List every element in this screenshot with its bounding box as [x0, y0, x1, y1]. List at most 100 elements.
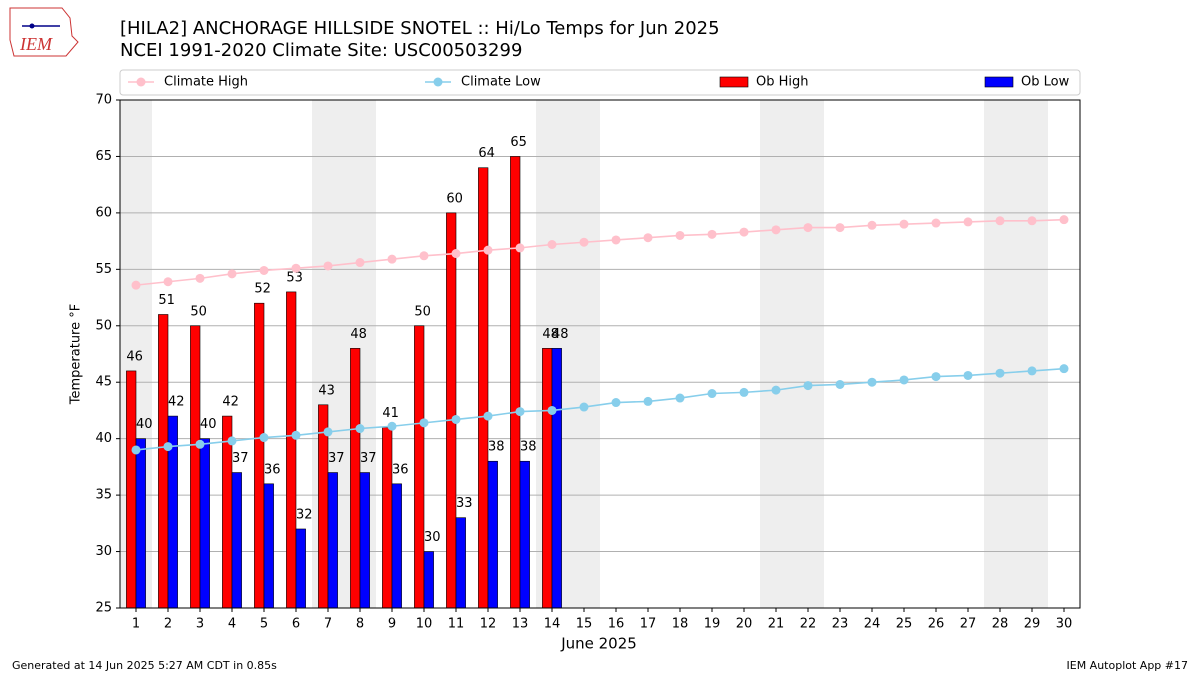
- bar: [263, 483, 274, 609]
- footer-right: IEM Autoplot App #17: [1067, 659, 1189, 672]
- line-point: [899, 375, 909, 385]
- bar-value-label: 48: [552, 327, 569, 342]
- bar: [254, 302, 265, 609]
- line-point: [323, 427, 333, 437]
- line-point: [259, 265, 269, 275]
- y-axis-label: Temperature °F: [69, 304, 84, 405]
- legend-box: [119, 69, 1081, 96]
- bar: [382, 427, 393, 609]
- y-tick-label: 45: [95, 375, 112, 390]
- line-point: [643, 396, 653, 406]
- bar: [391, 483, 402, 609]
- bar: [126, 370, 137, 609]
- legend-swatch: [136, 77, 146, 87]
- line-point: [867, 377, 877, 387]
- bar: [327, 472, 338, 609]
- bar: [295, 528, 306, 609]
- x-tick-label: 16: [608, 617, 625, 632]
- line-point: [259, 433, 269, 443]
- legend-label: Climate High: [164, 75, 248, 90]
- y-tick-label: 65: [95, 149, 112, 164]
- x-tick-label: 14: [544, 617, 561, 632]
- x-tick-label: 17: [640, 617, 657, 632]
- line-point: [355, 424, 365, 434]
- plot-frame: [119, 99, 1081, 609]
- line-point: [227, 436, 237, 446]
- bar-value-label: 50: [414, 304, 431, 319]
- line-point: [835, 223, 845, 233]
- legend-label: Climate Low: [461, 75, 541, 90]
- bar: [350, 348, 361, 609]
- line-point: [867, 220, 877, 230]
- bar: [423, 551, 434, 609]
- line-point: [227, 269, 237, 279]
- legend-swatch: [984, 76, 1014, 88]
- x-tick-label: 13: [512, 617, 529, 632]
- x-tick-label: 5: [260, 617, 268, 632]
- bar-value-label: 37: [328, 451, 345, 466]
- x-tick-label: 6: [292, 617, 300, 632]
- bar-value-label: 36: [392, 462, 409, 477]
- line-point: [963, 217, 973, 227]
- x-tick-label: 2: [164, 617, 172, 632]
- logo-shape: [9, 7, 79, 57]
- line-point: [195, 439, 205, 449]
- bar-value-label: 30: [424, 530, 441, 545]
- bar-value-label: 38: [488, 440, 505, 455]
- bar-value-label: 33: [456, 496, 473, 511]
- line-point: [931, 218, 941, 228]
- x-tick-label: 8: [356, 617, 364, 632]
- bar: [190, 325, 201, 609]
- y-tick-label: 60: [95, 205, 112, 220]
- bar-value-label: 53: [286, 270, 303, 285]
- bar-value-label: 64: [478, 146, 495, 161]
- bar-value-label: 41: [382, 406, 399, 421]
- bar: [446, 212, 457, 609]
- bar: [510, 156, 521, 609]
- line-point: [547, 405, 557, 415]
- bar-value-label: 36: [264, 462, 281, 477]
- legend-swatch: [719, 76, 749, 88]
- bar: [455, 517, 466, 609]
- bar: [542, 348, 553, 609]
- legend-swatch: [433, 77, 443, 87]
- line-point: [579, 402, 589, 412]
- legend-label: Ob High: [756, 75, 809, 90]
- bar-value-label: 37: [232, 451, 249, 466]
- line-point: [419, 418, 429, 428]
- bar: [478, 167, 489, 609]
- line-point: [355, 258, 365, 268]
- x-tick-label: 4: [228, 617, 236, 632]
- line-point: [899, 219, 909, 229]
- bar-value-label: 40: [200, 417, 217, 432]
- line-point: [451, 249, 461, 259]
- bar-value-label: 52: [254, 282, 271, 297]
- line-point: [739, 227, 749, 237]
- x-tick-label: 27: [960, 617, 977, 632]
- y-tick-label: 40: [95, 431, 112, 446]
- logo-text: IEM: [19, 34, 53, 54]
- x-axis-label: June 2025: [560, 635, 637, 653]
- bar: [487, 460, 498, 609]
- line-point: [771, 385, 781, 395]
- y-tick-label: 70: [95, 93, 112, 108]
- line-point: [611, 398, 621, 408]
- legend-label: Ob Low: [1021, 75, 1070, 90]
- y-tick-label: 50: [95, 318, 112, 333]
- chart-subtitle: NCEI 1991-2020 Climate Site: USC00503299: [120, 40, 522, 61]
- x-tick-label: 30: [1056, 617, 1073, 632]
- x-tick-label: 3: [196, 617, 204, 632]
- line-point: [995, 368, 1005, 378]
- bar: [414, 325, 425, 609]
- line-point: [483, 411, 493, 421]
- line-point: [1027, 216, 1037, 226]
- y-tick-label: 30: [95, 544, 112, 559]
- weekend-band: [984, 100, 1048, 608]
- x-tick-label: 23: [832, 617, 849, 632]
- x-tick-label: 25: [896, 617, 913, 632]
- y-tick-label: 25: [95, 601, 112, 616]
- footer-left: Generated at 14 Jun 2025 5:27 AM CDT in …: [12, 659, 277, 672]
- y-tick-label: 55: [95, 262, 112, 277]
- x-tick-label: 9: [388, 617, 396, 632]
